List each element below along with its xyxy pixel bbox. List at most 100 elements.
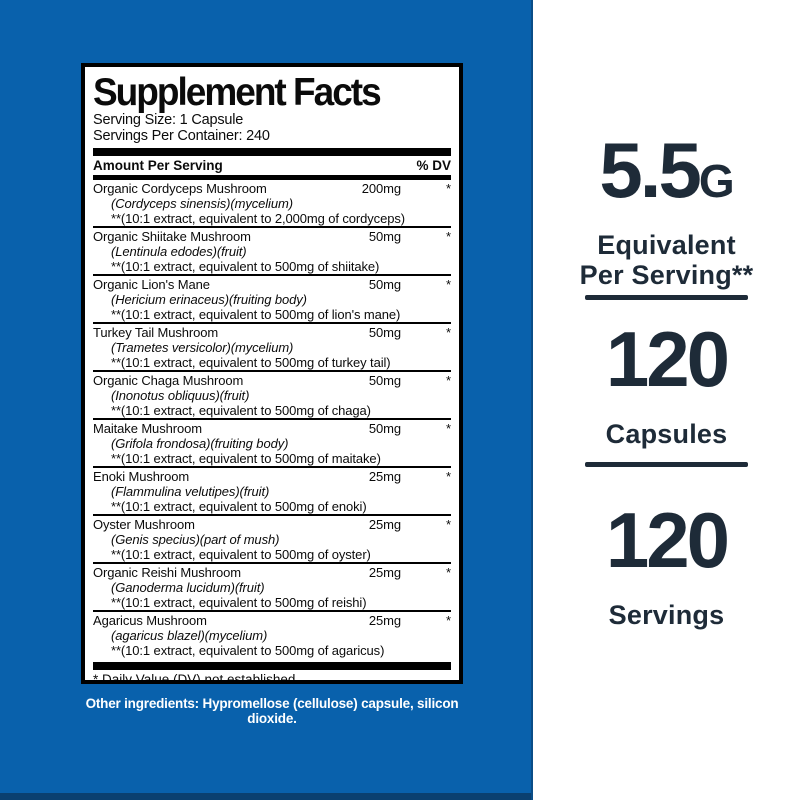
ingredient-name: Oyster Mushroom bbox=[93, 517, 195, 532]
ingredient-name: Organic Lion's Mane bbox=[93, 277, 210, 292]
servings-count-value: 120 bbox=[605, 496, 730, 584]
stat-servings: 120 Servings bbox=[533, 501, 800, 630]
ingredient-dv-asterisk: * bbox=[446, 421, 451, 436]
ingredient-extract-note: **(10:1 extract, equivalent to 500mg of … bbox=[111, 355, 391, 370]
label-bottom-strip bbox=[0, 793, 531, 800]
ingredient-amount: 25mg bbox=[368, 469, 401, 484]
equivalent-value: 5.5 bbox=[599, 126, 701, 214]
ingredient-latin-name: (Inonotus obliquus)(fruit) bbox=[111, 388, 250, 403]
ingredient-name: Organic Reishi Mushroom bbox=[93, 565, 241, 580]
capsules-label: Capsules bbox=[605, 419, 728, 449]
ingredient-name: Maitake Mushroom bbox=[93, 421, 202, 436]
ingredient-row: Enoki Mushroom 25mg * (Flammulina veluti… bbox=[93, 468, 451, 516]
ingredient-row: Agaricus Mushroom 25mg * (agaricus blaze… bbox=[93, 612, 451, 658]
ingredient-dv-asterisk: * bbox=[446, 229, 451, 244]
ingredient-dv-asterisk: * bbox=[446, 325, 451, 340]
capsules-count: 120 bbox=[533, 320, 800, 419]
ingredient-dv-asterisk: * bbox=[446, 277, 451, 292]
ingredient-row: Organic Shiitake Mushroom 50mg * (Lentin… bbox=[93, 228, 451, 276]
ingredient-main-line: Enoki Mushroom 25mg * bbox=[93, 469, 451, 484]
percent-dv-label: % DV bbox=[416, 158, 451, 173]
ingredient-amount: 50mg bbox=[368, 229, 401, 244]
ingredient-main-line: Organic Reishi Mushroom 25mg * bbox=[93, 565, 451, 580]
stat-divider-1 bbox=[585, 295, 748, 300]
ingredient-amount: 50mg bbox=[368, 325, 401, 340]
ingredient-rows-list: Organic Cordyceps Mushroom 200mg * (Cord… bbox=[93, 180, 451, 658]
serving-size-line: Serving Size: 1 Capsule bbox=[93, 112, 244, 128]
ingredient-extract-note: **(10:1 extract, equivalent to 2,000mg o… bbox=[111, 211, 405, 226]
ingredient-extract-note: **(10:1 extract, equivalent to 500mg of … bbox=[111, 643, 385, 658]
ingredient-main-line: Turkey Tail Mushroom 50mg * bbox=[93, 325, 451, 340]
ingredient-latin-name: (Trametes versicolor)(mycelium) bbox=[111, 340, 294, 355]
ingredient-extract-note: **(10:1 extract, equivalent to 500mg of … bbox=[111, 307, 401, 322]
ingredient-row: Maitake Mushroom 50mg * (Grifola frondos… bbox=[93, 420, 451, 468]
supplement-facts-title: Supplement Facts bbox=[93, 70, 382, 114]
ingredient-extract-note: **(10:1 extract, equivalent to 500mg of … bbox=[111, 259, 380, 274]
ingredient-name: Agaricus Mushroom bbox=[93, 613, 207, 628]
ingredient-dv-asterisk: * bbox=[446, 613, 451, 628]
ingredient-extract-note: **(10:1 extract, equivalent to 500mg of … bbox=[111, 451, 381, 466]
separator-bar-thick-bottom bbox=[93, 662, 451, 670]
ingredient-amount: 50mg bbox=[368, 421, 401, 436]
ingredient-amount: 50mg bbox=[368, 373, 401, 388]
ingredient-latin-name: (agaricus blazel)(mycelium) bbox=[111, 628, 268, 643]
stat-divider-2 bbox=[585, 462, 748, 467]
ingredient-main-line: Organic Shiitake Mushroom 50mg * bbox=[93, 229, 451, 244]
ingredient-dv-asterisk: * bbox=[446, 469, 451, 484]
daily-value-footnote: * Daily Value (DV) not established. bbox=[93, 672, 300, 684]
ingredient-dv-asterisk: * bbox=[446, 181, 451, 196]
separator-bar-medium bbox=[93, 175, 451, 180]
capsules-count-value: 120 bbox=[605, 315, 730, 403]
ingredient-latin-name: (Cordyceps sinensis)(mycelium) bbox=[111, 196, 293, 211]
ingredient-main-line: Organic Chaga Mushroom 50mg * bbox=[93, 373, 451, 388]
right-stats-column: 5.5G Equivalent Per Serving** 120 Capsul… bbox=[533, 0, 800, 800]
ingredient-amount: 50mg bbox=[368, 277, 401, 292]
ingredient-dv-asterisk: * bbox=[446, 565, 451, 580]
ingredient-main-line: Organic Lion's Mane 50mg * bbox=[93, 277, 451, 292]
ingredient-main-line: Maitake Mushroom 50mg * bbox=[93, 421, 451, 436]
supplement-facts-panel: Supplement Facts Serving Size: 1 Capsule… bbox=[81, 63, 463, 684]
ingredient-main-line: Oyster Mushroom 25mg * bbox=[93, 517, 451, 532]
ingredient-latin-name: (Genis specius)(part of mush) bbox=[111, 532, 280, 547]
ingredient-row: Organic Lion's Mane 50mg * (Hericium eri… bbox=[93, 276, 451, 324]
ingredient-extract-note: **(10:1 extract, equivalent to 500mg of … bbox=[111, 547, 371, 562]
other-ingredients-text: Other ingredients: Hypromellose (cellulo… bbox=[85, 696, 459, 726]
ingredient-row: Organic Chaga Mushroom 50mg * (Inonotus … bbox=[93, 372, 451, 420]
ingredient-amount: 25mg bbox=[368, 517, 401, 532]
ingredient-amount: 25mg bbox=[368, 565, 401, 580]
ingredient-name: Turkey Tail Mushroom bbox=[93, 325, 219, 340]
servings-per-container-line: Servings Per Container: 240 bbox=[93, 127, 270, 144]
ingredient-row: Organic Reishi Mushroom 25mg * (Ganoderm… bbox=[93, 564, 451, 612]
ingredient-latin-name: (Hericium erinaceus)(fruiting body) bbox=[111, 292, 307, 307]
ingredient-name: Enoki Mushroom bbox=[93, 469, 190, 484]
ingredient-amount: 25mg bbox=[368, 613, 401, 628]
ingredient-latin-name: (Grifola frondosa)(fruiting body) bbox=[111, 436, 289, 451]
equivalent-label-line1: Equivalent bbox=[597, 230, 736, 260]
ingredient-extract-note: **(10:1 extract, equivalent to 500mg of … bbox=[111, 499, 367, 514]
ingredient-name: Organic Chaga Mushroom bbox=[93, 373, 244, 388]
stat-equivalent-per-serving: 5.5G Equivalent Per Serving** bbox=[533, 131, 800, 290]
amount-per-serving-header-row: Amount Per Serving % DV bbox=[93, 156, 451, 175]
ingredient-latin-name: (Lentinula edodes)(fruit) bbox=[111, 244, 247, 259]
ingredient-extract-note: **(10:1 extract, equivalent to 500mg of … bbox=[111, 403, 371, 418]
ingredient-dv-asterisk: * bbox=[446, 373, 451, 388]
equivalent-label-line2: Per Serving** bbox=[579, 260, 754, 290]
label-blue-background: Supplement Facts Serving Size: 1 Capsule… bbox=[0, 0, 533, 800]
ingredient-row: Turkey Tail Mushroom 50mg * (Trametes ve… bbox=[93, 324, 451, 372]
ingredient-main-line: Organic Cordyceps Mushroom 200mg * bbox=[93, 181, 451, 196]
ingredient-latin-name: (Ganoderma lucidum)(fruit) bbox=[111, 580, 265, 595]
stat-capsules: 120 Capsules bbox=[533, 320, 800, 449]
ingredient-main-line: Agaricus Mushroom 25mg * bbox=[93, 613, 451, 628]
ingredient-name: Organic Cordyceps Mushroom bbox=[93, 181, 267, 196]
equivalent-amount: 5.5G bbox=[533, 131, 800, 230]
equivalent-unit: G bbox=[698, 155, 735, 207]
ingredient-row: Oyster Mushroom 25mg * (Genis specius)(p… bbox=[93, 516, 451, 564]
amount-per-serving-label: Amount Per Serving bbox=[93, 158, 223, 173]
ingredient-name: Organic Shiitake Mushroom bbox=[93, 229, 251, 244]
ingredient-dv-asterisk: * bbox=[446, 517, 451, 532]
ingredient-latin-name: (Flammulina velutipes)(fruit) bbox=[111, 484, 270, 499]
separator-bar-thick bbox=[93, 148, 451, 156]
ingredient-amount: 200mg bbox=[361, 181, 401, 196]
ingredient-extract-note: **(10:1 extract, equivalent to 500mg of … bbox=[111, 595, 367, 610]
